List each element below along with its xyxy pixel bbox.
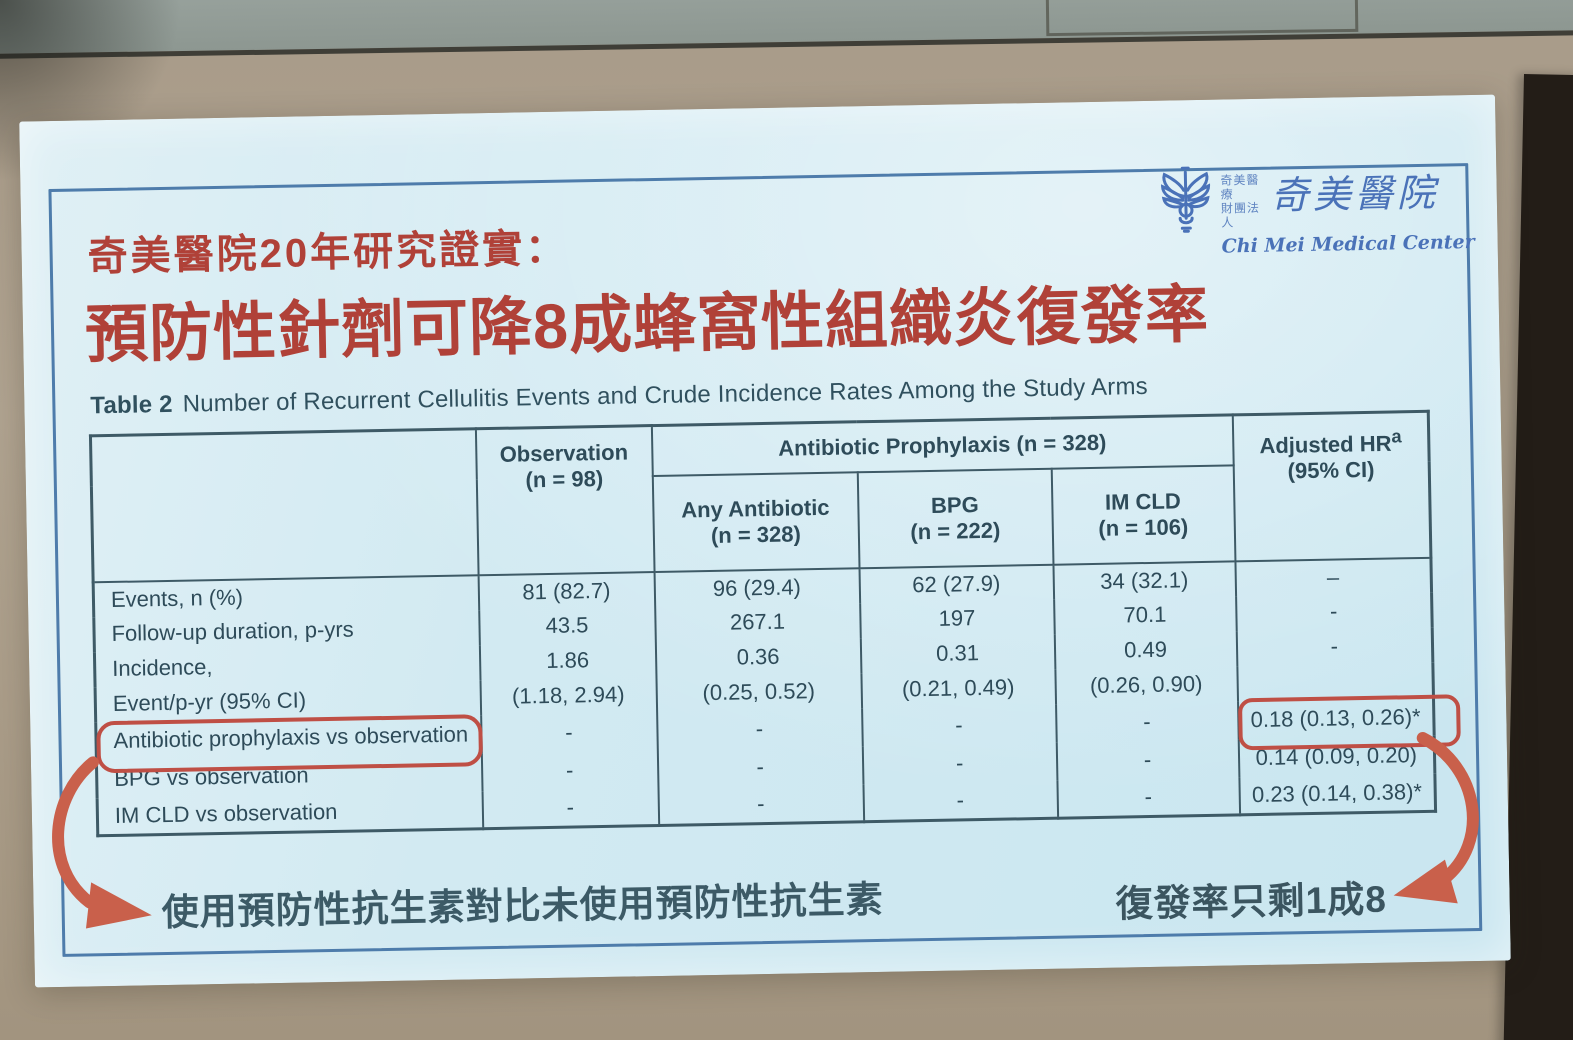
table-cell: 70.1 bbox=[1053, 595, 1237, 635]
table-cell: - bbox=[657, 783, 864, 826]
table-cell: 81 (82.7) bbox=[478, 571, 655, 610]
curved-arrow-left bbox=[52, 756, 99, 909]
table-cell: - bbox=[482, 787, 659, 829]
footnote-marker: a bbox=[1391, 425, 1402, 447]
table-cell: - bbox=[1056, 776, 1240, 819]
table-cell: (0.21, 0.49) bbox=[860, 669, 1056, 708]
table-cell: (1.18, 2.94) bbox=[479, 676, 657, 715]
logo-org-text: 奇美醫療 財團法人 bbox=[1220, 165, 1263, 230]
slide-title-line1: 奇美醫院20年研究證實： bbox=[87, 226, 569, 280]
table-cell: - bbox=[862, 742, 1057, 784]
table-cell: 43.5 bbox=[478, 606, 656, 645]
table-cell: - bbox=[861, 704, 1057, 746]
column-header-bpg: BPG (n = 222) bbox=[857, 468, 1053, 568]
table-cell: 96 (29.4) bbox=[654, 567, 860, 607]
table-cell: 62 (27.9) bbox=[859, 564, 1054, 603]
table-cell: - bbox=[481, 749, 658, 791]
table-cell: (0.26, 0.90) bbox=[1054, 665, 1238, 705]
table-cell: 267.1 bbox=[654, 602, 861, 642]
logo-org-line1: 奇美醫療 bbox=[1220, 172, 1260, 202]
table-cell: - bbox=[657, 745, 863, 788]
table-cell: - bbox=[480, 711, 658, 753]
table-cell: (0.25, 0.52) bbox=[655, 672, 862, 712]
dark-edge-strip bbox=[1503, 74, 1573, 1040]
ceiling-frame-outline bbox=[1045, 0, 1359, 37]
table-cell: - bbox=[862, 780, 1058, 822]
arrowhead-left bbox=[85, 882, 152, 929]
caduceus-wings-icon bbox=[1161, 166, 1211, 233]
table-cell: 0.31 bbox=[860, 634, 1055, 673]
table-cell: – bbox=[1234, 557, 1432, 596]
table-cell: - bbox=[656, 707, 863, 750]
logo-name-en: Chi Mei Medical Center bbox=[1221, 230, 1475, 258]
table-cell: 0.36 bbox=[655, 637, 861, 677]
table-cell: 1.86 bbox=[479, 641, 656, 680]
annotation-text-right: 復發率只剩1成8 bbox=[1115, 878, 1388, 925]
highlight-circle-row-label bbox=[96, 714, 484, 774]
table-caption-prefix: Table 2 bbox=[90, 390, 173, 420]
column-header-im-cld: IM CLD (n = 106) bbox=[1051, 464, 1235, 565]
annotation-text-left: 使用預防性抗生素對比未使用預防性抗生素 bbox=[161, 878, 884, 934]
table-caption-text: Number of Recurrent Cellulitis Events an… bbox=[182, 372, 1149, 418]
projected-slide: 奇美醫院20年研究證實： 預防性針劑可降8成蜂窩性組織炎復發率 bbox=[19, 94, 1511, 988]
table-cell: 0.23 (0.14, 0.38)* bbox=[1238, 773, 1436, 815]
table-cell: 0.49 bbox=[1054, 630, 1237, 670]
slide-title-line2: 預防性針劑可降8成蜂窩性組織炎復發率 bbox=[84, 279, 1210, 371]
table-cell: 197 bbox=[859, 599, 1055, 638]
empty-corner-header bbox=[90, 428, 479, 582]
column-header-adjusted-hr: Adjusted HRa (95% CI) bbox=[1232, 411, 1431, 561]
table-cell: - bbox=[1235, 592, 1433, 631]
column-header-any-antibiotic: Any Antibiotic (n = 328) bbox=[652, 471, 860, 572]
table-2: Observation (n = 98) Antibiotic Prophyla… bbox=[88, 409, 1461, 838]
table-cell: - bbox=[1055, 700, 1239, 743]
logo-name-zh: 奇美醫院 bbox=[1270, 170, 1440, 218]
table-caption: Table 2 Number of Recurrent Cellulitis Ev… bbox=[90, 373, 1148, 420]
results-table: Observation (n = 98) Antibiotic Prophyla… bbox=[88, 409, 1438, 838]
table-cell: - bbox=[1236, 627, 1433, 666]
column-header-observation: Observation (n = 98) bbox=[475, 425, 655, 575]
arrowhead-right bbox=[1393, 859, 1458, 904]
table-cell: 34 (32.1) bbox=[1052, 560, 1236, 600]
table-cell: - bbox=[1056, 738, 1239, 781]
logo-org-line2: 財團法人 bbox=[1220, 200, 1261, 230]
highlight-circle-hr-value bbox=[1237, 694, 1461, 751]
row-label: IM CLD vs observation bbox=[97, 790, 483, 836]
chimei-logo: 奇美醫療 財團法人 奇美醫院 Chi Mei Medical Center bbox=[1158, 162, 1475, 259]
